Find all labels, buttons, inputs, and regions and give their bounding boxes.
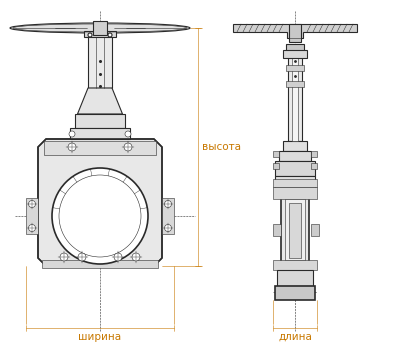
Bar [288,56,302,141]
Text: высота: высота [202,142,241,152]
Bar [84,31,116,37]
Circle shape [125,131,131,137]
Bar [44,141,156,155]
Bar [275,176,315,191]
Bar [26,198,38,234]
Circle shape [88,33,92,37]
Bar [275,286,315,300]
Bar [285,199,305,260]
Text: длина: длина [278,332,312,342]
Circle shape [108,33,112,37]
Circle shape [60,253,68,261]
Bar [273,151,279,157]
Circle shape [164,225,172,231]
Bar [281,191,309,268]
Bar [289,203,301,258]
Bar [311,163,317,169]
Bar [311,224,319,236]
Bar [273,260,317,270]
Bar [273,179,317,187]
Circle shape [68,143,76,151]
Circle shape [78,253,86,261]
Text: ширина: ширина [78,332,122,342]
Polygon shape [78,88,122,114]
Bar [289,24,301,42]
Bar [75,114,125,128]
Circle shape [114,253,122,261]
Bar [292,56,298,141]
Bar [88,35,112,88]
Bar [42,260,158,268]
Bar [93,21,107,35]
Bar [286,81,304,87]
Bar [286,65,304,71]
Polygon shape [233,24,357,38]
Ellipse shape [10,23,190,33]
Bar [275,161,315,176]
Circle shape [164,200,172,208]
Bar [286,48,304,54]
Circle shape [28,225,36,231]
Circle shape [52,168,148,264]
Bar [277,270,313,286]
Circle shape [69,131,75,137]
Bar [283,50,307,58]
Bar [162,198,174,234]
Bar [283,141,307,151]
Bar [273,224,281,236]
Circle shape [124,143,132,151]
Circle shape [28,200,36,208]
Bar [286,44,304,56]
Bar [273,187,317,199]
Bar [70,128,130,139]
Circle shape [132,253,140,261]
Bar [273,163,279,169]
Bar [311,151,317,157]
Bar [279,151,311,161]
Polygon shape [38,139,162,266]
